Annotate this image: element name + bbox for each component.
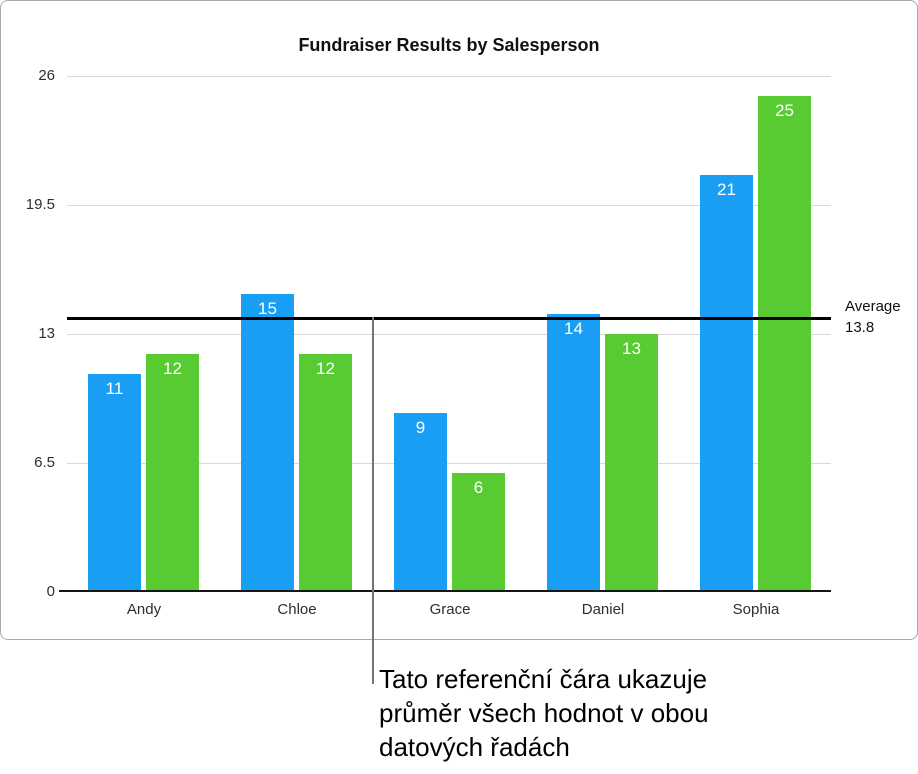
y-tick-label-19.5: 19.5 [25,196,55,213]
bar-grace-green: 6 [452,473,505,592]
screenshot-frame: Fundraiser Results by Salesperson 11 12 15… [0,0,918,640]
chart-title: Fundraiser Results by Salesperson [298,35,600,55]
bar-value-label: 11 [105,379,124,398]
callout-line [372,317,374,684]
bar-grace-blue: 9 [394,413,447,592]
x-category-label-grace: Grace [429,601,471,618]
x-axis-line [59,590,831,592]
x-category-label-chloe: Chloe [277,601,317,618]
bar-value-label: 12 [316,359,335,378]
bar-value-label: 12 [163,359,182,378]
bar-value-label: 14 [564,319,583,338]
bar-value-label: 13 [622,339,641,358]
reference-line-label: Average 13.8 [845,296,901,338]
callout-text: Tato referenční čára ukazuje průměr všec… [379,664,709,762]
bar-chloe-blue: 15 [241,294,294,592]
gridline-y-6.5 [67,462,831,464]
y-tick-label-26: 26 [38,67,55,84]
y-tick-label-6.5: 6.5 [34,454,55,471]
gridline-y-13 [67,333,831,335]
bar-daniel-blue: 14 [547,314,600,592]
y-tick-label-13: 13 [38,325,55,342]
bar-sophia-blue: 21 [700,175,753,592]
bar-value-label: 21 [717,180,736,199]
bar-value-label: 6 [473,478,484,497]
bar-value-label: 9 [415,418,426,437]
y-tick-label-0: 0 [46,583,55,600]
reference-line-value: 13.8 [845,319,875,336]
bar-daniel-green: 13 [605,334,658,592]
x-category-label-andy: Andy [126,601,162,618]
x-category-label-daniel: Daniel [581,601,625,618]
plot-area: 11 12 15 12 9 6 14 13 21 25 [59,75,831,592]
reference-line [67,317,831,320]
bar-sophia-green: 25 [758,96,811,592]
bar-andy-green: 12 [146,354,199,592]
gridline-y-19.5 [67,204,831,206]
gridline-y-26 [67,75,831,77]
bar-value-label: 15 [258,299,277,318]
reference-line-label-text: Average [845,298,901,315]
x-category-label-sophia: Sophia [732,601,780,618]
bar-andy-blue: 11 [88,374,141,592]
bar-chloe-green: 12 [299,354,352,592]
bar-value-label: 25 [775,101,794,120]
